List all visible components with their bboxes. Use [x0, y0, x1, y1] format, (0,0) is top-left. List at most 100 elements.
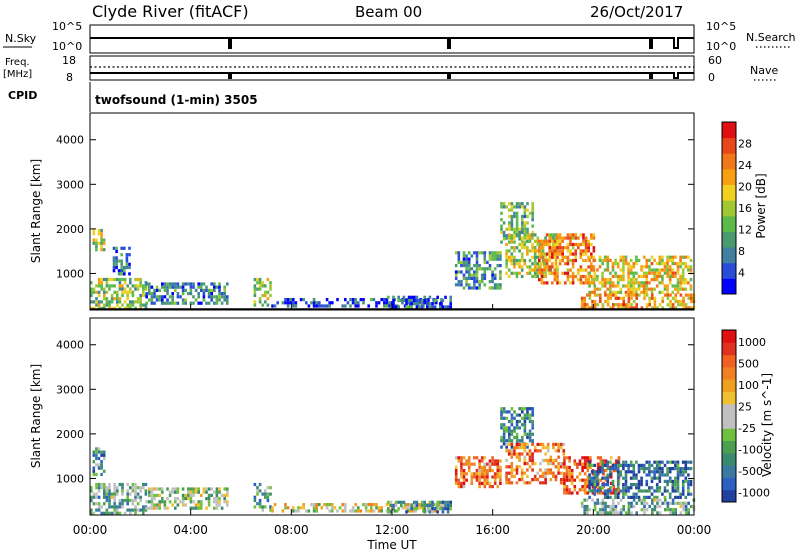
echo-cell: [108, 300, 111, 304]
echo-cell: [97, 486, 101, 490]
echo-cell: [129, 287, 132, 291]
echo-cell: [599, 459, 603, 463]
echo-cell: [493, 273, 497, 277]
echo-cell: [617, 511, 620, 515]
echo-cell: [423, 507, 426, 511]
echo-cell: [637, 274, 641, 278]
echo-cell: [587, 239, 590, 243]
echo-cell: [566, 262, 570, 266]
echo-cell: [599, 508, 602, 512]
echo-cell: [258, 498, 262, 503]
echo-cell: [261, 508, 264, 512]
echo-cell: [523, 205, 527, 209]
echo-cell: [536, 478, 540, 482]
echo-cell: [420, 500, 424, 504]
echo-cell: [478, 280, 481, 284]
echo-cell: [397, 507, 400, 511]
echo-cell: [478, 485, 481, 489]
echo-cell: [385, 503, 389, 507]
echo-cell: [606, 255, 610, 259]
echo-cell: [645, 473, 649, 477]
echo-cell: [615, 469, 618, 473]
echo-cell: [419, 506, 422, 510]
echo-cell: [635, 262, 638, 266]
echo-cell: [392, 305, 395, 309]
echo-cell: [215, 500, 219, 504]
echo-cell: [523, 262, 527, 266]
echo-cell: [593, 476, 597, 480]
echo-cell: [520, 274, 524, 279]
echo-cell: [502, 202, 506, 206]
echo-cell: [508, 426, 511, 430]
echo-cell: [108, 489, 111, 493]
echo-cell: [674, 489, 677, 493]
colorbar-segment: [722, 215, 736, 232]
echo-cell: [650, 470, 654, 474]
echo-cell: [271, 509, 274, 513]
echo-cell: [690, 306, 693, 310]
echo-cell: [553, 239, 557, 243]
echo-cell: [557, 471, 560, 475]
echo-cell: [582, 239, 585, 243]
echo-cell: [640, 479, 643, 483]
echo-cell: [648, 271, 651, 275]
echo-cell: [604, 459, 608, 463]
echo-cell: [651, 501, 654, 505]
echo-cell: [582, 274, 585, 279]
echo-cell: [590, 255, 593, 259]
echo-cell: [415, 302, 419, 306]
echo-cell: [612, 491, 616, 495]
echo-cell: [192, 487, 195, 491]
echo-cell: [548, 242, 551, 247]
echo-cell: [583, 303, 586, 307]
echo-cell: [596, 293, 599, 297]
echo-cell: [95, 495, 98, 499]
echo-cell: [601, 463, 604, 467]
echo-cell: [505, 236, 508, 240]
echo-cell: [559, 442, 563, 446]
echo-cell: [305, 301, 308, 305]
echo-cell: [642, 284, 646, 288]
echo-cell: [510, 413, 514, 417]
echo-cell: [507, 249, 511, 253]
echo-cell: [90, 287, 93, 291]
echo-cell: [604, 293, 607, 297]
echo-cell: [523, 236, 527, 240]
echo-cell: [413, 298, 416, 303]
echo-cell: [446, 507, 450, 511]
echo-cell: [187, 282, 190, 286]
echo-cell: [357, 301, 360, 305]
echo-cell: [543, 265, 546, 269]
echo-cell: [103, 297, 106, 301]
echo-cell: [328, 304, 331, 308]
echo-cell: [269, 508, 272, 512]
echo-cell: [113, 508, 116, 512]
echo-cell: [144, 508, 148, 512]
echo-cell: [681, 467, 685, 471]
echo-cell: [578, 488, 582, 492]
echo-cell: [614, 258, 617, 262]
echo-cell: [545, 265, 549, 269]
echo-cell: [142, 482, 145, 487]
echo-cell: [413, 503, 416, 508]
echo-cell: [558, 242, 562, 247]
echo-cell: [507, 481, 511, 485]
echo-cell: [583, 488, 587, 492]
echo-cell: [596, 465, 600, 469]
echo-cell: [592, 268, 596, 272]
echo-cell: [645, 508, 649, 512]
echo-cell: [581, 462, 584, 466]
echo-cell: [609, 456, 613, 460]
echo-cell: [614, 504, 618, 509]
echo-cell: [544, 255, 547, 259]
echo-cell: [528, 249, 532, 253]
echo-cell: [650, 287, 654, 291]
echo-cell: [666, 489, 669, 493]
echo-cell: [392, 298, 395, 303]
echo-cell: [557, 462, 560, 466]
echo-cell: [637, 467, 641, 471]
echo-cell: [650, 492, 654, 496]
echo-cell: [168, 301, 172, 305]
echo-cell: [603, 281, 607, 285]
echo-cell: [415, 298, 419, 303]
